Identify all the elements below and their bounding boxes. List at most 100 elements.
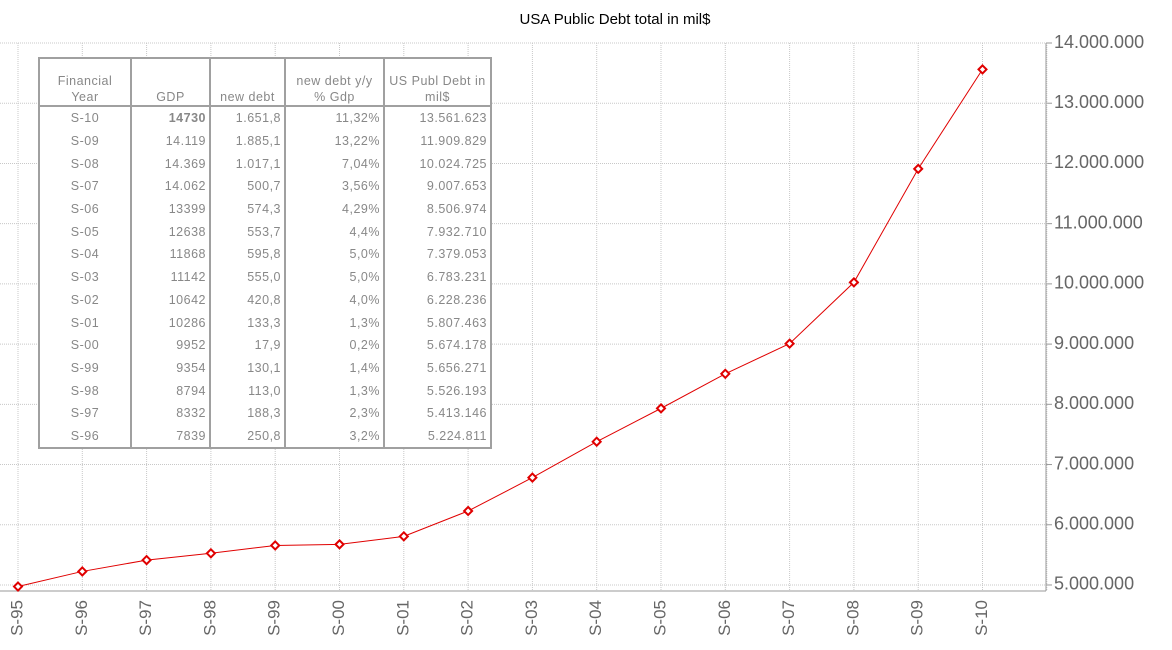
y-tick-label: 8.000.000 xyxy=(1054,393,1134,413)
x-tick-label: S-05 xyxy=(650,600,669,636)
table-cell: S-10 xyxy=(38,106,131,130)
table-cell: S-98 xyxy=(38,379,131,402)
data-table: Financial Year GDP new debt new debt y/y % … xyxy=(38,57,492,450)
table-row: S-08 14.369 1.017,1 7,04% 10.024.725 xyxy=(38,152,491,176)
x-tick-label: S-10 xyxy=(972,600,991,636)
table-cell: 1.885,1 xyxy=(209,129,285,153)
table-cell: 6.228.236 xyxy=(383,288,491,312)
table-cell: 3,56% xyxy=(284,175,384,198)
table-cell: S-01 xyxy=(38,311,131,334)
table-cell: 420,8 xyxy=(209,288,285,312)
data-point xyxy=(141,554,153,566)
data-point xyxy=(334,538,345,550)
table-cell: 14.369 xyxy=(130,152,210,176)
chart-title: USA Public Debt total in mil$ xyxy=(520,11,712,28)
table-cell: S-06 xyxy=(38,197,131,221)
data-point xyxy=(205,547,217,559)
table-cell: 14730 xyxy=(130,106,210,130)
table-cell: 14.062 xyxy=(130,175,210,198)
table-cell: 5.674.178 xyxy=(383,333,491,357)
x-tick-label: S-96 xyxy=(72,600,91,636)
table-cell: 9952 xyxy=(130,333,210,357)
table-cell: 9354 xyxy=(130,356,210,380)
table-row: S-97 8332 188,3 2,3% 5.413.146 xyxy=(38,401,491,425)
table-row: S-98 8794 113,0 1,3% 5.526.193 xyxy=(38,379,491,402)
table-row: S-99 9354 130,1 1,4% 5.656.271 xyxy=(38,356,491,380)
table-cell: 3,2% xyxy=(284,424,384,449)
table-cell: 4,0% xyxy=(284,288,384,312)
table-cell: 553,7 xyxy=(209,220,285,244)
x-tick-label: S-03 xyxy=(522,600,541,636)
table-cell: 1,3% xyxy=(284,379,384,402)
table-cell: 10286 xyxy=(130,311,210,334)
table-cell: S-99 xyxy=(38,356,131,380)
table-row: S-96 7839 250,8 3,2% 5.224.811 xyxy=(38,424,491,449)
table-cell: 11142 xyxy=(130,265,210,289)
table-cell: 5,0% xyxy=(284,265,384,289)
table-row: S-01 10286 133,3 1,3% 5.807.463 xyxy=(38,311,491,334)
table-cell: S-07 xyxy=(38,175,131,198)
header-row: Financial Year GDP new debt new debt y/y % … xyxy=(38,58,491,107)
table-cell: 250,8 xyxy=(209,424,285,449)
table-cell: 10.024.725 xyxy=(383,152,491,176)
table-cell: 14.119 xyxy=(130,129,210,153)
table-row: S-05 12638 553,7 4,4% 7.932.710 xyxy=(38,220,491,244)
x-tick-label: S-95 xyxy=(7,600,26,636)
x-tick-label: S-07 xyxy=(779,600,798,636)
header-cell: GDP xyxy=(130,58,210,107)
table-cell: 8332 xyxy=(130,401,210,425)
table-cell: 5,0% xyxy=(284,243,384,266)
table-cell: 13.561.623 xyxy=(383,106,491,130)
y-tick-label: 7.000.000 xyxy=(1054,453,1134,473)
table-cell: 1.651,8 xyxy=(209,106,285,130)
header-cell: US Publ Debt in mil$ xyxy=(383,58,491,107)
data-point xyxy=(912,163,924,175)
x-tick-label: S-01 xyxy=(393,600,412,636)
table-cell: 1,3% xyxy=(284,311,384,334)
data-point xyxy=(784,338,796,350)
table-row: S-09 14.119 1.885,1 13,22% 11.909.829 xyxy=(38,129,491,153)
table-cell: 13,22% xyxy=(284,129,384,153)
x-tick-label: S-00 xyxy=(329,600,348,636)
y-tick-label: 12.000.000 xyxy=(1054,152,1144,172)
table-cell: S-08 xyxy=(38,152,131,176)
table-cell: 17,9 xyxy=(209,333,285,357)
data-point xyxy=(977,63,988,75)
table-cell: 5.526.193 xyxy=(383,379,491,402)
x-tick-label: S-99 xyxy=(265,600,284,636)
x-tick-label: S-98 xyxy=(200,600,219,636)
table-cell: 130,1 xyxy=(209,356,285,380)
y-tick-label: 13.000.000 xyxy=(1054,92,1144,112)
data-point xyxy=(12,581,24,592)
table-cell: 13399 xyxy=(130,197,210,221)
data-point xyxy=(719,368,731,380)
x-tick-label: S-04 xyxy=(586,600,605,636)
data-point xyxy=(591,436,603,448)
x-tick-label: S-08 xyxy=(843,600,862,636)
table-cell: 6.783.231 xyxy=(383,265,491,289)
y-tick-label: 9.000.000 xyxy=(1054,333,1134,353)
table-cell: 11,32% xyxy=(284,106,384,130)
y-tick-label: 11.000.000 xyxy=(1054,212,1143,232)
table-cell: S-09 xyxy=(38,129,131,153)
table-row: S-07 14.062 500,7 3,56% 9.007.653 xyxy=(38,175,491,198)
table-cell: 5.656.271 xyxy=(383,356,491,380)
table-cell: 8.506.974 xyxy=(383,197,491,221)
table-cell: 574,3 xyxy=(209,197,285,221)
table-cell: 7,04% xyxy=(284,152,384,176)
table-cell: 2,3% xyxy=(284,401,384,425)
data-point xyxy=(76,566,88,577)
table-cell: 1.017,1 xyxy=(209,152,285,176)
table-cell: 0,2% xyxy=(284,333,384,357)
table-cell: 500,7 xyxy=(209,175,285,198)
header-cell: new debt xyxy=(209,58,285,107)
table-cell: 11.909.829 xyxy=(383,129,491,153)
table-cell: 133,3 xyxy=(209,311,285,334)
table-row: S-00 9952 17,9 0,2% 5.674.178 xyxy=(38,333,491,357)
table-cell: 12638 xyxy=(130,220,210,244)
x-tick-label: S-02 xyxy=(458,600,477,636)
header-cell: Financial Year xyxy=(38,58,131,107)
table-cell: S-03 xyxy=(38,265,131,289)
table-cell: S-00 xyxy=(38,333,131,357)
y-tick-label: 14.000.000 xyxy=(1054,32,1144,52)
